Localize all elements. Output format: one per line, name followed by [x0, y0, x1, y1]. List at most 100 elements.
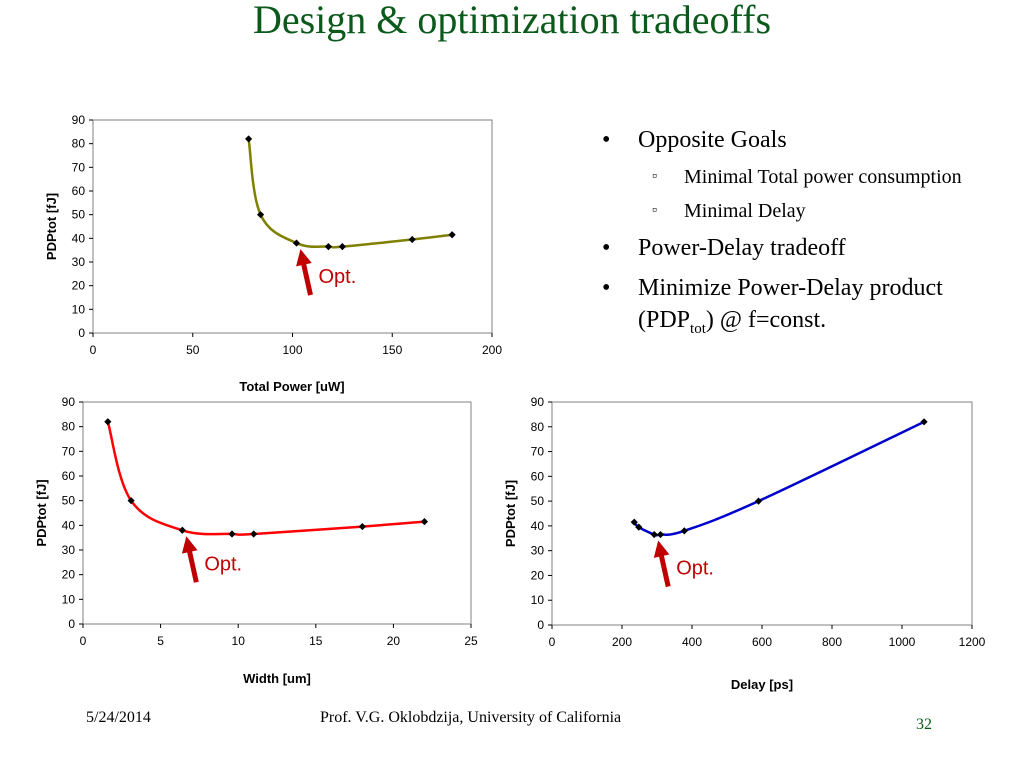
plot-area — [82, 401, 472, 625]
plot-area — [92, 119, 493, 334]
opt-annotation-label: Opt. — [676, 558, 714, 580]
opt-arrow-shaft — [658, 552, 671, 588]
x-tick-label: 0 — [90, 343, 97, 357]
x-axis-label: Delay [ps] — [731, 677, 793, 692]
y-tick-label: 90 — [72, 113, 86, 127]
square-bullet-icon: ▫ — [652, 169, 657, 184]
data-point-marker — [650, 530, 658, 539]
y-tick-label: 20 — [72, 279, 86, 293]
x-tick-label: 20 — [387, 634, 401, 648]
data-point-marker — [635, 523, 643, 531]
y-tick-label: 20 — [62, 568, 76, 582]
page-number: 32 — [916, 716, 932, 733]
data-point-marker — [256, 211, 265, 219]
data-point-marker — [630, 518, 638, 526]
footer-author: Prof. V.G. Oklobdzija, University of Cal… — [320, 709, 622, 726]
data-point-marker — [250, 530, 258, 538]
x-tick-label: 100 — [282, 343, 302, 357]
y-tick-label: 60 — [531, 469, 545, 483]
opt-arrow-icon — [181, 536, 198, 554]
y-tick-label: 80 — [531, 420, 545, 434]
opt-arrow-shaft — [300, 260, 313, 296]
opt-annotation-label: Opt. — [204, 553, 242, 575]
x-tick-label: 400 — [682, 635, 702, 649]
data-point-marker — [408, 235, 416, 244]
x-tick-label: 150 — [382, 343, 402, 357]
y-tick-label: 40 — [62, 518, 76, 532]
y-tick-label: 10 — [62, 592, 76, 606]
x-tick-label: 600 — [752, 635, 772, 649]
y-tick-label: 70 — [531, 445, 545, 459]
bullet-dot-icon: • — [602, 235, 611, 261]
x-tick-label: 200 — [482, 343, 502, 357]
y-tick-label: 60 — [62, 469, 76, 483]
x-tick-label: 200 — [612, 635, 632, 649]
data-point-marker — [292, 239, 301, 247]
data-point-marker — [245, 135, 253, 143]
x-tick-label: 10 — [232, 634, 246, 648]
data-point-marker — [656, 530, 665, 539]
square-bullet-icon: ▫ — [652, 203, 657, 218]
opt-arrow-shaft — [186, 547, 199, 583]
y-tick-label: 80 — [62, 420, 76, 434]
x-tick-label: 800 — [822, 635, 842, 649]
data-point-marker — [448, 231, 456, 239]
x-tick-label: 50 — [186, 343, 200, 357]
sub-bullet-item: ▫ Minimal Total power consumption — [600, 164, 1010, 190]
data-point-marker — [178, 526, 186, 534]
y-tick-label: 60 — [72, 184, 86, 198]
bullet-dot-icon: • — [602, 275, 611, 301]
bullet-item: • Power-Delay tradeoff — [600, 232, 1010, 264]
bullet-item: • Opposite Goals — [600, 124, 1010, 156]
bullet-item: • Minimize Power-Delay product (PDPtot) … — [600, 272, 1010, 345]
data-point-marker — [920, 418, 928, 426]
x-tick-label: 1000 — [889, 635, 916, 649]
bullet-list: • Opposite Goals ▫ Minimal Total power c… — [600, 124, 1010, 353]
y-tick-label: 0 — [68, 617, 75, 631]
bullet-dot-icon: • — [602, 127, 611, 153]
x-tick-label: 0 — [549, 635, 556, 649]
x-tick-label: 25 — [464, 634, 478, 648]
y-tick-label: 90 — [531, 395, 545, 409]
x-tick-label: 5 — [157, 634, 164, 648]
slide-title: Design & optimization tradeoffs — [252, 0, 772, 42]
y-tick-label: 10 — [72, 302, 86, 316]
y-tick-label: 90 — [62, 395, 76, 409]
y-axis-label: PDPtot [fJ] — [44, 193, 59, 260]
opt-annotation-label: Opt. — [318, 266, 356, 288]
data-point-marker — [127, 497, 135, 505]
y-tick-label: 40 — [72, 231, 86, 245]
y-tick-label: 50 — [531, 494, 545, 508]
sub-bullet-text: Minimal Delay — [684, 200, 806, 222]
bullet-text: Opposite Goals — [638, 127, 787, 153]
data-point-marker — [420, 518, 429, 526]
data-point-marker — [104, 418, 112, 426]
y-tick-label: 20 — [531, 568, 545, 582]
x-axis-label: Width [um] — [243, 671, 311, 686]
footer-date: 5/24/2014 — [86, 709, 151, 726]
data-point-marker — [228, 530, 236, 538]
y-axis-label: PDPtot [fJ] — [34, 479, 49, 546]
data-point-marker — [324, 243, 333, 251]
data-point-marker — [754, 497, 763, 505]
y-tick-label: 50 — [72, 208, 86, 222]
y-tick-label: 70 — [62, 444, 76, 458]
opt-arrow-icon — [296, 249, 312, 267]
y-tick-label: 50 — [62, 494, 76, 508]
data-point-marker — [338, 243, 346, 251]
y-tick-label: 70 — [72, 160, 86, 174]
sub-bullet-item: ▫ Minimal Delay — [600, 198, 1010, 224]
y-axis-label: PDPtot [fJ] — [503, 480, 518, 547]
y-tick-label: 30 — [62, 543, 76, 557]
x-axis-label: Total Power [uW] — [239, 379, 344, 394]
plot-area — [551, 401, 973, 626]
y-tick-label: 0 — [78, 326, 85, 340]
opt-arrow-icon — [653, 540, 670, 558]
y-tick-label: 80 — [72, 137, 86, 151]
y-tick-label: 40 — [531, 519, 545, 533]
bullet-text: Power-Delay tradeoff — [638, 235, 846, 261]
data-point-marker — [358, 522, 366, 531]
